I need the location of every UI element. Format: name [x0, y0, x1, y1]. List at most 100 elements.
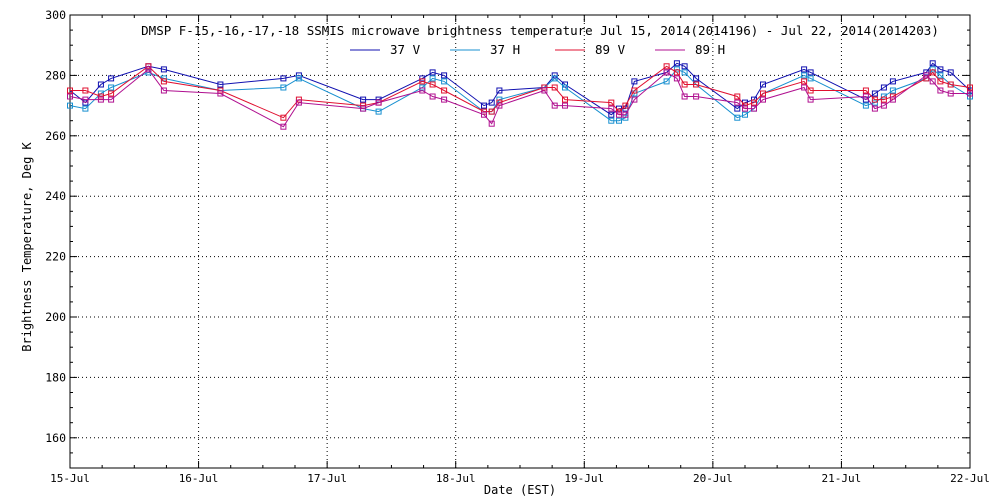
data-point-89-v	[673, 69, 680, 76]
y-tick-label: 200	[45, 310, 66, 324]
data-point-89-h	[681, 93, 688, 100]
data-point-37-v	[217, 81, 224, 88]
series-line-37-v	[69, 62, 971, 116]
data-point-89-h	[67, 93, 73, 100]
data-point-89-v	[801, 78, 808, 85]
data-point-37-h	[862, 102, 869, 109]
data-point-89-h	[280, 123, 287, 130]
data-point-37-h	[562, 84, 568, 91]
chart-title: DMSP F-15,-16,-17,-18 SSMIS microwave br…	[141, 23, 939, 38]
data-point-37-v	[734, 105, 741, 112]
y-axis-label: Brightness Temperature, Deg K	[20, 141, 34, 351]
data-point-37-v	[360, 96, 367, 103]
data-point-37-h	[295, 75, 302, 82]
data-point-89-v	[562, 96, 568, 103]
data-point-89-h	[360, 105, 367, 112]
axes-layer: 160 180 200 220 240 260 280 300 15-Jul 16-Jul 17-J…	[45, 8, 990, 485]
data-point-89-h	[889, 96, 896, 103]
data-point-89-h	[541, 87, 548, 94]
data-point-37-v	[807, 69, 814, 76]
data-point-89-h	[419, 87, 426, 94]
data-point-89-v	[871, 96, 878, 103]
data-point-89-h	[871, 105, 878, 112]
data-point-89-v	[419, 78, 426, 85]
data-point-89-v	[681, 81, 688, 88]
x-tick-label: 17-Jul	[307, 472, 347, 485]
data-point-89-h	[663, 69, 670, 76]
data-point-37-v	[97, 81, 104, 88]
data-point-89-h	[937, 87, 944, 94]
data-point-37-v	[889, 78, 896, 85]
data-point-89-v	[693, 81, 700, 88]
data-point-89-h	[880, 102, 887, 109]
data-point-89-h	[807, 96, 814, 103]
data-point-89-h	[742, 105, 748, 112]
data-point-89-h	[217, 90, 224, 97]
data-point-37-h	[375, 108, 382, 115]
data-point-89-v	[429, 81, 436, 88]
x-axis-label: Date (EST)	[484, 483, 556, 497]
data-point-89-v	[551, 84, 558, 91]
data-point-89-h	[375, 99, 382, 106]
data-point-37-v	[673, 60, 680, 67]
series-layer	[67, 60, 973, 130]
series-37-h	[67, 66, 973, 124]
data-point-89-h	[82, 96, 89, 103]
data-point-37-v	[929, 60, 936, 67]
data-point-37-v	[481, 102, 487, 109]
data-point-89-h	[923, 72, 930, 79]
data-point-89-h	[295, 99, 302, 106]
data-point-89-h	[160, 87, 167, 94]
data-point-89-v	[862, 87, 869, 94]
series-line-89-v	[70, 65, 971, 119]
data-point-89-h	[551, 102, 558, 109]
data-point-89-h	[481, 111, 487, 118]
data-point-89-v	[608, 99, 615, 106]
data-point-37-h	[889, 87, 896, 94]
y-tick-label: 300	[45, 8, 66, 22]
data-point-37-v	[681, 63, 688, 70]
data-point-37-v	[488, 99, 495, 106]
x-tick-label: 15-Jul	[50, 472, 90, 485]
data-point-37-h	[801, 72, 808, 79]
series-37-v	[67, 60, 973, 118]
data-point-37-v	[947, 69, 954, 76]
data-point-89-v	[481, 108, 487, 115]
plot-frame	[69, 14, 971, 469]
data-point-37-v	[693, 75, 700, 82]
data-point-37-h	[551, 75, 558, 82]
data-point-89-h	[862, 93, 869, 100]
data-point-37-h	[681, 69, 688, 76]
data-point-89-v	[929, 69, 936, 76]
data-point-37-h	[937, 72, 944, 79]
data-point-37-h	[67, 102, 73, 109]
x-tick-label: 18-Jul	[436, 472, 476, 485]
data-point-37-v	[160, 66, 167, 73]
data-point-89-v	[488, 108, 495, 115]
data-point-37-h	[441, 78, 448, 85]
data-point-89-h	[488, 120, 495, 127]
legend: 37 V 37 H 89 V 89 H	[350, 42, 725, 57]
data-point-89-h	[562, 102, 568, 109]
data-point-89-v	[67, 87, 73, 94]
series-89-v	[67, 63, 973, 121]
x-tick-label: 20-Jul	[693, 472, 733, 485]
data-point-37-v	[608, 111, 615, 118]
data-point-89-v	[947, 81, 954, 88]
data-point-89-h	[929, 78, 936, 85]
data-point-37-v	[280, 75, 287, 82]
data-point-37-h	[108, 84, 115, 91]
data-point-89-v	[622, 102, 629, 109]
data-point-89-v	[807, 87, 814, 94]
data-point-37-v	[429, 69, 436, 76]
data-point-37-v	[441, 72, 448, 79]
y-tick-label: 220	[45, 250, 66, 264]
data-point-37-v	[108, 75, 115, 82]
data-point-37-h	[429, 75, 436, 82]
data-point-89-v	[160, 78, 167, 85]
data-point-89-h	[145, 66, 152, 73]
legend-label-89-h: 89 H	[695, 42, 725, 57]
data-point-37-h	[807, 75, 814, 82]
data-point-89-v	[631, 87, 638, 94]
data-point-89-v	[880, 96, 887, 103]
